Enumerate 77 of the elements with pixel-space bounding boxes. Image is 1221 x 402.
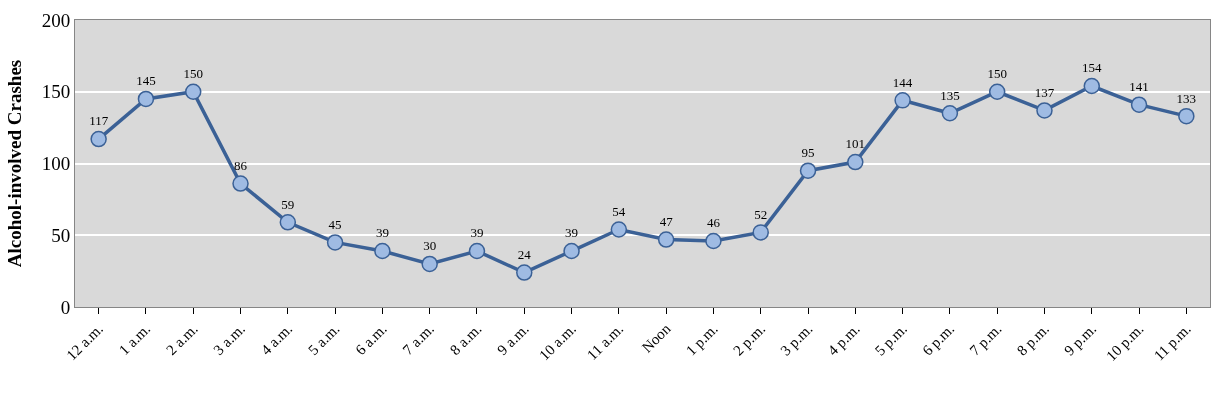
point bbox=[232, 175, 249, 192]
x-tick-label: 4 a.m. bbox=[257, 320, 296, 359]
point bbox=[847, 153, 864, 171]
data-label: 59 bbox=[281, 196, 295, 212]
data-label: 46 bbox=[706, 215, 721, 231]
x-tick-label: 8 p.m. bbox=[1013, 320, 1052, 359]
y-axis-title: Alcohol-involved Crashes bbox=[3, 59, 25, 268]
y-tick-label: 50 bbox=[51, 224, 71, 246]
data-label: 30 bbox=[423, 238, 437, 254]
x-tick-label: 1 p.m. bbox=[682, 320, 721, 359]
data-label: 39 bbox=[470, 225, 484, 241]
x-tick-label: 5 p.m. bbox=[871, 320, 911, 359]
x-tick-label: 3 p.m. bbox=[777, 320, 816, 359]
point bbox=[610, 221, 628, 238]
data-label: 45 bbox=[328, 216, 342, 232]
point bbox=[799, 162, 817, 179]
x-tick-label: 9 a.m. bbox=[494, 320, 532, 359]
point bbox=[90, 130, 107, 148]
point bbox=[988, 83, 1006, 100]
point bbox=[1130, 96, 1148, 113]
x-tick-label: 9 p.m. bbox=[1061, 320, 1100, 359]
y-tick-label: 0 bbox=[60, 296, 71, 318]
y-tick-label: 200 bbox=[41, 9, 71, 31]
data-label: 145 bbox=[136, 73, 156, 89]
y-tick-label: 150 bbox=[41, 81, 71, 103]
x-tick-label: 7 a.m. bbox=[399, 320, 438, 359]
point bbox=[752, 224, 769, 241]
point bbox=[468, 242, 486, 260]
point bbox=[941, 105, 959, 122]
data-label: 150 bbox=[987, 66, 1007, 82]
x-tick-label: 2 a.m. bbox=[163, 320, 201, 359]
y-tick-label: 100 bbox=[41, 153, 71, 175]
data-label: 135 bbox=[940, 87, 960, 103]
x-tick-label: 6 p.m. bbox=[919, 320, 958, 359]
data-label: 144 bbox=[892, 74, 913, 90]
x-tick-label: 12 a.m. bbox=[63, 320, 107, 364]
data-label: 141 bbox=[1129, 79, 1149, 95]
x-tick-label: 2 p.m. bbox=[730, 320, 769, 359]
x-tick-label: 6 a.m. bbox=[352, 320, 390, 359]
x-tick-label: 10 a.m. bbox=[536, 320, 579, 364]
point bbox=[184, 83, 202, 100]
data-label: 154 bbox=[1082, 60, 1103, 76]
x-tick-label: 4 p.m. bbox=[824, 320, 863, 359]
x-tick-label: 11 p.m. bbox=[1150, 320, 1194, 364]
data-label: 39 bbox=[375, 225, 389, 241]
point bbox=[894, 92, 911, 109]
x-tick-label: 7 p.m. bbox=[966, 320, 1005, 359]
point bbox=[516, 264, 533, 281]
data-label: 47 bbox=[659, 213, 674, 229]
data-label: 137 bbox=[1034, 84, 1055, 100]
point bbox=[279, 214, 297, 231]
point bbox=[1083, 77, 1101, 95]
data-label: 133 bbox=[1176, 90, 1197, 106]
point bbox=[1036, 102, 1053, 119]
x-tick-label: 8 a.m. bbox=[446, 320, 485, 359]
x-tick-label: 1 a.m. bbox=[115, 320, 154, 359]
point bbox=[326, 234, 344, 251]
data-label: 95 bbox=[801, 145, 815, 161]
x-tick-label: 11 a.m. bbox=[583, 320, 627, 364]
point bbox=[705, 232, 722, 250]
data-label: 52 bbox=[754, 206, 768, 222]
x-tick-label: 10 p.m. bbox=[1103, 320, 1147, 365]
x-tick-label: 5 a.m. bbox=[304, 320, 343, 359]
data-label: 54 bbox=[612, 203, 626, 219]
point bbox=[657, 231, 675, 248]
point bbox=[421, 255, 438, 273]
point bbox=[137, 90, 155, 108]
data-label: 24 bbox=[517, 246, 532, 262]
x-tick-label: 3 a.m. bbox=[210, 320, 248, 359]
data-label: 117 bbox=[89, 113, 109, 129]
point bbox=[374, 242, 391, 260]
data-label: 150 bbox=[183, 66, 203, 82]
data-label: 86 bbox=[234, 157, 248, 173]
point bbox=[1178, 107, 1195, 125]
data-label: 39 bbox=[565, 225, 579, 241]
point bbox=[563, 242, 580, 260]
data-label: 101 bbox=[845, 136, 866, 152]
